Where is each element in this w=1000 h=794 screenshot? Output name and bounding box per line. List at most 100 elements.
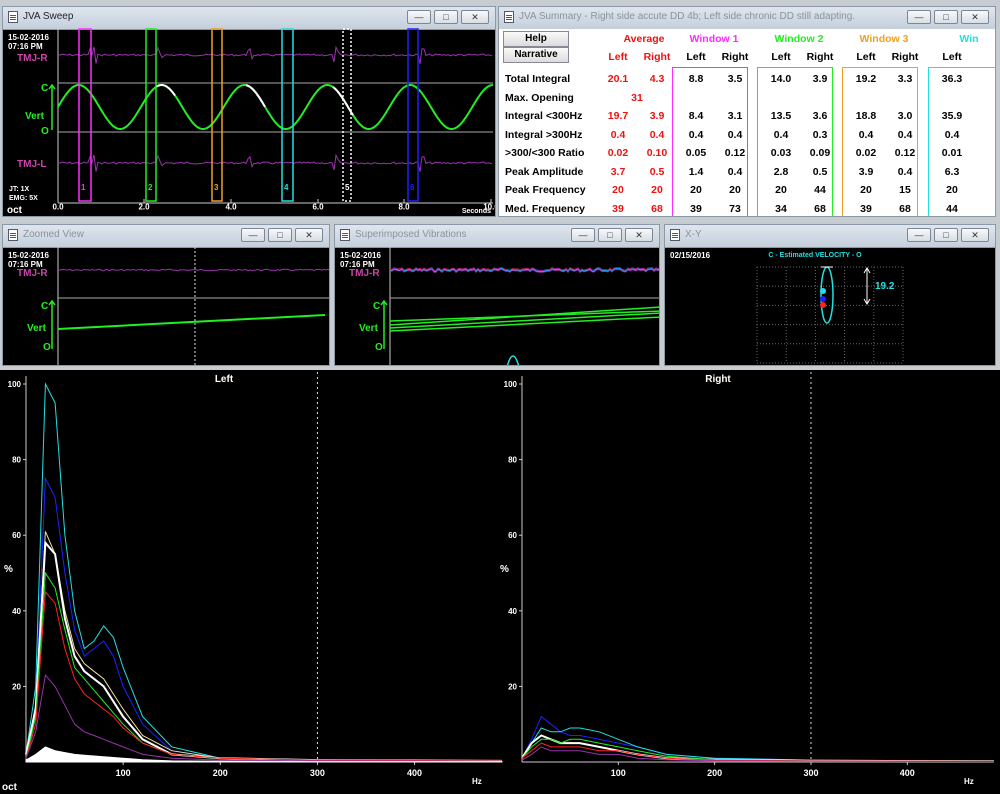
spectrum-oct-label: oct: [2, 782, 18, 793]
superimposed-title-bar[interactable]: Superimposed Vibrations — □ ✕: [335, 225, 659, 248]
close-button[interactable]: ✕: [295, 228, 323, 242]
xy-range-arrow-down: [863, 298, 871, 305]
avg-left-value: 31: [631, 91, 643, 104]
spectrum-window[interactable]: Left% 100 80 60 40 20 100 200 300 400 Hz Right% 100 8…: [0, 368, 1000, 794]
sweep-title: JVA Sweep: [23, 11, 74, 22]
left-series-line: [25, 382, 503, 762]
right-series-line: [521, 738, 995, 762]
row-label: Total Integral: [505, 73, 571, 85]
w3-left-value: 3.9: [858, 165, 874, 178]
left-series-line: [25, 476, 503, 762]
row-label: Peak Amplitude: [505, 165, 584, 178]
w3-left-value: 20: [860, 184, 872, 196]
sub-header: Right: [721, 51, 749, 63]
right-ytick-label: 80: [508, 456, 517, 465]
close-button[interactable]: ✕: [461, 10, 489, 24]
document-icon: [8, 229, 18, 241]
row-label: Med. Frequency: [505, 202, 585, 215]
sub-header: Right: [806, 51, 834, 63]
minimize-button[interactable]: —: [241, 228, 265, 242]
super-time: 07:16 PM: [340, 260, 375, 269]
w3-right-value: 0.12: [894, 147, 916, 159]
w2-right-value: 44: [814, 184, 826, 196]
close-button[interactable]: ✕: [961, 10, 989, 24]
xy-point-red: [820, 302, 826, 308]
group-header-0: Average: [623, 33, 665, 45]
maximize-button[interactable]: □: [598, 228, 622, 242]
left-series-line: [25, 571, 503, 762]
help-button[interactable]: Help: [503, 31, 569, 47]
maximize-button[interactable]: □: [434, 10, 458, 24]
sweep-xtick-label: 6.0: [312, 203, 324, 212]
xy-plot[interactable]: 02/15/2016 C - Estimated VELOCITY - O 19.2: [665, 225, 996, 366]
maximize-button[interactable]: □: [934, 10, 958, 24]
window-marker-3: [211, 28, 223, 202]
spectrum-plot[interactable]: Left% 100 80 60 40 20 100 200 300 400 Hz Right% 100 8…: [0, 368, 1000, 794]
w2-left-value: 2.8: [773, 165, 789, 178]
window-marker-label-3: 3: [214, 183, 219, 192]
superimposed-window[interactable]: Superimposed Vibrations — □ ✕ 15-02-2016…: [334, 224, 660, 366]
zoomed-title-bar[interactable]: Zoomed View — □ ✕: [3, 225, 329, 248]
super-vert-arrow-head: [380, 299, 388, 306]
avg-left-value: 20: [612, 184, 624, 196]
document-icon: [504, 11, 514, 23]
w1-left-value: 0.4: [688, 128, 704, 141]
w2-right-value: 68: [814, 202, 826, 215]
w2-left-value: 14.0: [770, 73, 792, 85]
left-title: Left: [215, 374, 234, 385]
minimize-button[interactable]: —: [571, 228, 595, 242]
xy-window[interactable]: X-Y — □ ✕ 02/15/2016 C - Estimated VELOCI…: [664, 224, 996, 366]
maximize-button[interactable]: □: [934, 228, 958, 242]
spectrum-top-border: [0, 368, 1000, 370]
minimize-button[interactable]: —: [907, 228, 931, 242]
minimize-button[interactable]: —: [407, 10, 431, 24]
sweep-time: 07:16 PM: [8, 42, 43, 51]
jva-sweep-window[interactable]: JVA Sweep — □ ✕ 15-02-2016 07:16 PM TMJ-R T…: [2, 6, 496, 217]
super-vert-label: Vert: [359, 323, 379, 334]
zoomed-view-window[interactable]: Zoomed View — □ ✕ 15-02-2016 07:16 PM TMJ-…: [2, 224, 330, 366]
left-series-fill: [25, 746, 503, 763]
right-series-line: [521, 742, 995, 762]
zoom-o-label: O: [43, 342, 51, 353]
right-ytick-label: 20: [508, 682, 517, 691]
sweep-xtick-label: 4.0: [225, 203, 237, 212]
jt-label: JT: 1X: [9, 186, 30, 193]
row-label: Integral <300Hz: [505, 110, 583, 122]
close-button[interactable]: ✕: [625, 228, 653, 242]
avg-right-value: 20: [651, 184, 663, 196]
w4-left-value: 36.3: [941, 73, 963, 85]
window-marker-label-6: 6: [410, 183, 415, 192]
summary-table: Help Narrative Average Window 1 Window 2 Wi…: [499, 29, 995, 216]
w1-left-value: 20: [690, 184, 702, 196]
avg-right-value: 68: [651, 202, 663, 215]
left-xtick-label: 200: [213, 768, 228, 778]
close-button[interactable]: ✕: [961, 228, 989, 242]
summary-title-bar[interactable]: JVA Summary - Right side accute DD 4b; L…: [499, 7, 995, 30]
jva-summary-window[interactable]: JVA Summary - Right side accute DD 4b; L…: [498, 6, 996, 217]
zoom-time: 07:16 PM: [8, 260, 43, 269]
maximize-button[interactable]: □: [268, 228, 292, 242]
w1-right-value: 0.4: [727, 165, 743, 178]
window-marker-label-2: 2: [148, 183, 153, 192]
sweep-xtick-label: 8.0: [398, 203, 410, 212]
w1-left-value: 1.4: [688, 165, 704, 178]
avg-right-value: 4.3: [649, 73, 665, 85]
w2-left-value: 0.4: [773, 128, 789, 141]
zoom-tmj-r-label: TMJ-R: [17, 268, 48, 279]
xy-caption: C - Estimated VELOCITY - O: [768, 252, 862, 259]
super-vert-trace: [389, 312, 659, 329]
sub-header: Left: [942, 51, 962, 63]
sweep-title-bar[interactable]: JVA Sweep — □ ✕: [3, 7, 495, 30]
narrative-button[interactable]: Narrative: [503, 47, 569, 63]
window-column-box: [757, 67, 833, 216]
row-label: Max. Opening: [505, 91, 574, 104]
tmj-l-trace: [57, 153, 493, 172]
vert-trace-highlight: [245, 84, 266, 108]
xy-title-bar[interactable]: X-Y — □ ✕: [665, 225, 995, 248]
super-tmj-r-label: TMJ-R: [349, 268, 380, 279]
avg-right-value: 0.10: [646, 147, 668, 159]
minimize-button[interactable]: —: [907, 10, 931, 24]
